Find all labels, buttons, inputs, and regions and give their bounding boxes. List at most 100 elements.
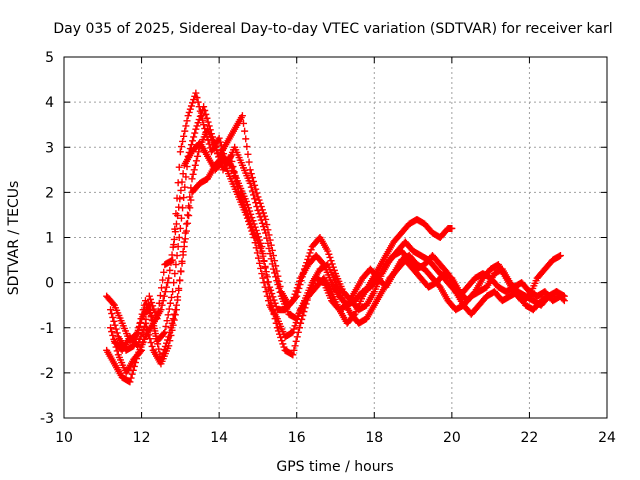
- data-point: [179, 137, 187, 145]
- data-point: [166, 266, 174, 274]
- data-point: [187, 196, 195, 204]
- data-point: [184, 112, 192, 120]
- data-point: [167, 293, 175, 301]
- data-point: [329, 263, 337, 271]
- data-point: [264, 226, 272, 234]
- data-point: [242, 206, 250, 214]
- data-point: [216, 138, 224, 146]
- data-point: [159, 297, 167, 305]
- data-point: [181, 127, 189, 135]
- data-point: [176, 148, 184, 156]
- data-point: [241, 127, 249, 135]
- data-point: [187, 102, 195, 110]
- data-point: [192, 125, 200, 133]
- y-tick-label: -2: [40, 366, 54, 382]
- data-point: [154, 307, 162, 315]
- data-point: [185, 148, 193, 156]
- data-point: [155, 299, 163, 307]
- data-point: [109, 313, 117, 321]
- data-point: [133, 330, 141, 338]
- data-point: [248, 223, 256, 231]
- data-point: [294, 328, 302, 336]
- data-point: [112, 325, 120, 333]
- data-point: [166, 299, 174, 307]
- x-tick-label: 22: [521, 430, 539, 446]
- data-point: [294, 281, 302, 289]
- data-point: [243, 143, 251, 151]
- data-point: [266, 283, 274, 291]
- chart-title: Day 035 of 2025, Sidereal Day-to-day VTE…: [53, 21, 612, 37]
- data-point: [270, 296, 278, 304]
- data-point: [107, 306, 115, 314]
- data-point: [138, 346, 146, 354]
- data-point: [172, 210, 180, 218]
- data-point: [268, 290, 276, 298]
- data-point: [181, 229, 189, 237]
- data-point: [109, 300, 117, 308]
- y-tick-label: 3: [45, 140, 54, 156]
- data-point: [232, 178, 240, 186]
- data-point: [305, 252, 313, 260]
- data-point: [165, 274, 173, 282]
- data-point: [212, 146, 220, 154]
- data-point: [164, 311, 172, 319]
- data-point: [177, 143, 185, 151]
- data-point: [216, 156, 224, 164]
- data-point: [186, 145, 194, 153]
- data-point: [231, 173, 239, 181]
- data-point: [288, 298, 296, 306]
- data-point: [191, 129, 199, 137]
- data-point: [230, 168, 238, 176]
- data-point: [184, 152, 192, 160]
- data-point: [290, 346, 298, 354]
- data-point: [175, 286, 183, 294]
- data-point: [192, 157, 200, 165]
- data-point: [161, 288, 169, 296]
- data-point: [213, 150, 221, 158]
- data-point: [150, 305, 158, 313]
- data-point: [270, 310, 278, 318]
- data-point: [194, 152, 202, 160]
- data-points: [103, 89, 568, 386]
- data-point: [258, 206, 266, 214]
- data-point: [272, 262, 280, 270]
- data-point: [291, 322, 299, 330]
- x-tick-label: 12: [133, 430, 151, 446]
- data-point: [190, 133, 198, 141]
- data-point: [171, 311, 179, 319]
- data-point: [179, 248, 187, 256]
- data-point: [174, 179, 182, 187]
- data-point: [273, 267, 281, 275]
- data-point: [167, 331, 175, 339]
- data-point: [290, 325, 298, 333]
- data-point: [264, 278, 272, 286]
- data-point: [295, 277, 303, 285]
- data-point: [146, 295, 154, 303]
- x-tick-label: 16: [288, 430, 306, 446]
- data-point: [170, 279, 178, 287]
- y-tick-label: 4: [45, 95, 54, 111]
- data-point: [146, 335, 154, 343]
- x-tick-label: 14: [210, 430, 228, 446]
- data-point: [261, 212, 269, 220]
- data-point: [145, 292, 153, 300]
- data-point: [267, 241, 275, 249]
- y-tick-label: 5: [45, 50, 54, 66]
- data-point: [182, 173, 190, 181]
- data-point: [144, 327, 152, 335]
- data-point: [175, 163, 183, 171]
- data-point: [160, 268, 168, 276]
- data-point: [251, 181, 259, 189]
- data-point: [328, 260, 336, 268]
- x-tick-label: 10: [55, 430, 73, 446]
- data-point: [242, 135, 250, 143]
- data-point: [169, 321, 177, 329]
- data-point: [168, 326, 176, 334]
- data-point: [110, 317, 118, 325]
- data-point: [138, 329, 146, 337]
- data-point: [149, 317, 157, 325]
- data-point: [295, 324, 303, 332]
- data-point: [556, 252, 564, 260]
- data-point: [108, 328, 116, 336]
- data-point: [242, 197, 250, 205]
